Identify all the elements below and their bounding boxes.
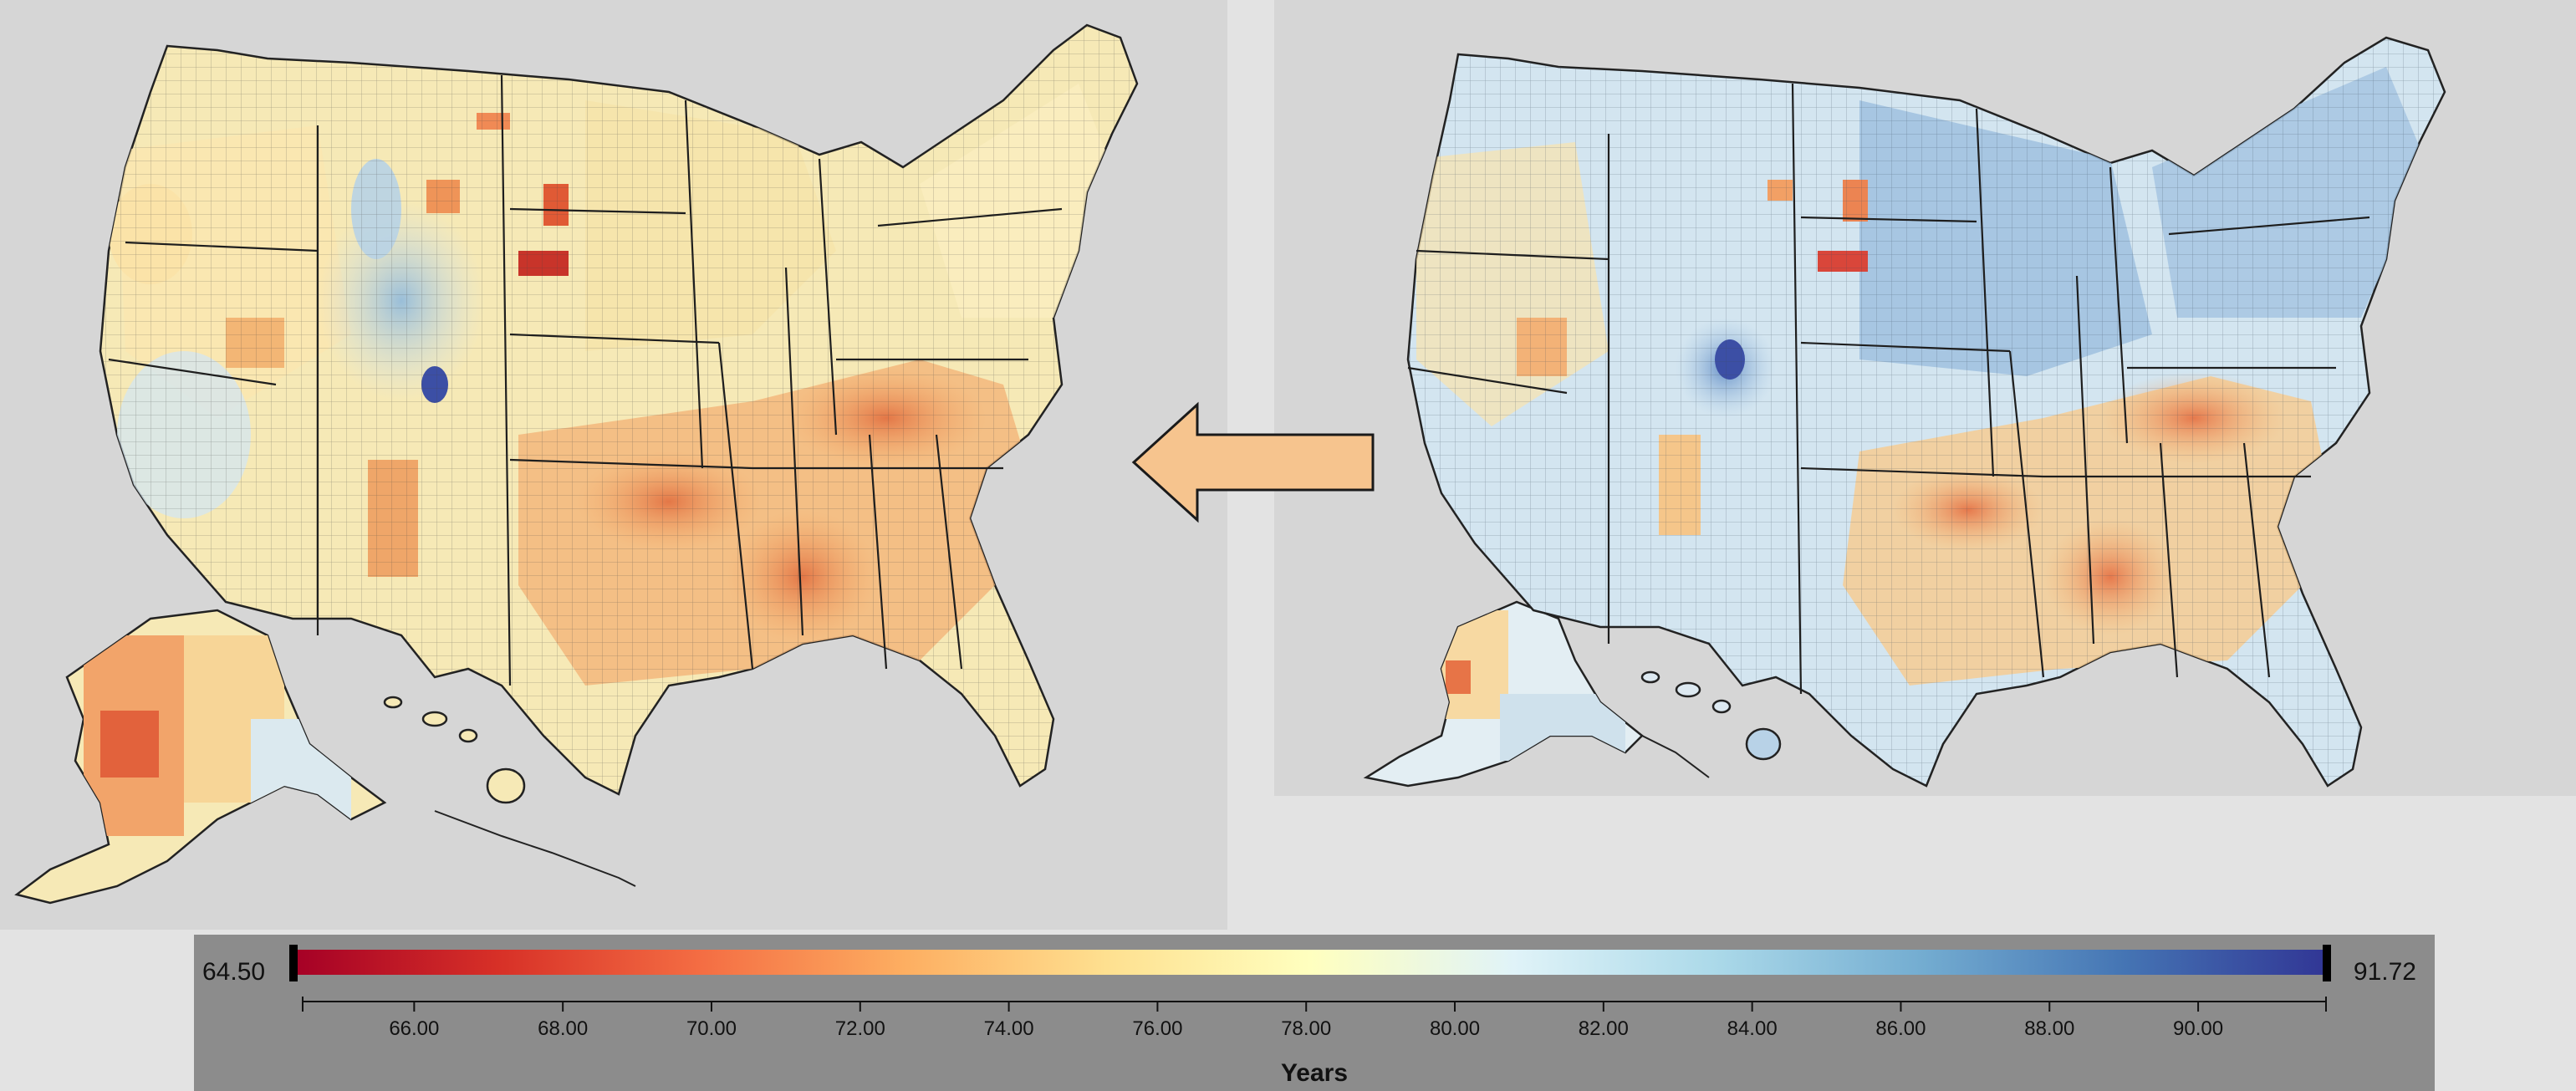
- legend-tick-label: 86.00: [1875, 1017, 1926, 1040]
- legend-min-handle[interactable]: [289, 945, 298, 981]
- legend-tick-label: 80.00: [1430, 1017, 1480, 1040]
- legend-scale: 66.00 68.00 70.00 72.00 74.00 76.00 78.00 80.00…: [289, 945, 2331, 1040]
- legend-max-label: 91.72: [2353, 958, 2416, 986]
- legend-tick-label: 68.00: [538, 1017, 588, 1040]
- legend-tick-label: 88.00: [2024, 1017, 2074, 1040]
- left-alaska: [14, 609, 636, 905]
- legend-tick-label: 72.00: [835, 1017, 885, 1040]
- left-contiguous-us: [99, 23, 1139, 796]
- legend-tick-label: 82.00: [1579, 1017, 1629, 1040]
- color-legend: 66.00 68.00 70.00 72.00 74.00 76.00 78.00 80.00…: [194, 935, 2435, 1091]
- legend-tick-label: 90.00: [2173, 1017, 2223, 1040]
- right-map-panel: [1274, 0, 2576, 796]
- right-alaska: [1363, 600, 1710, 788]
- legend-tick-label: 78.00: [1281, 1017, 1331, 1040]
- legend-tick-label: 84.00: [1727, 1017, 1778, 1040]
- legend-tick-label: 74.00: [984, 1017, 1034, 1040]
- left-arrow-icon: [1131, 401, 1375, 523]
- legend-min-label: 64.50: [202, 958, 266, 986]
- legend-tick-label: 66.00: [389, 1017, 439, 1040]
- legend-tick-label: 70.00: [686, 1017, 737, 1040]
- legend-title: Years: [1280, 1059, 1349, 1087]
- legend-max-handle[interactable]: [2323, 945, 2331, 981]
- right-hawaii: [1640, 670, 1782, 761]
- right-us-county-map: [1363, 36, 2446, 788]
- left-us-county-map: [14, 23, 1139, 905]
- legend-gradient-bar: [294, 950, 2326, 975]
- left-map-panel: [0, 0, 1227, 930]
- legend-tick-label: 76.00: [1132, 1017, 1182, 1040]
- left-hawaii: [383, 696, 526, 804]
